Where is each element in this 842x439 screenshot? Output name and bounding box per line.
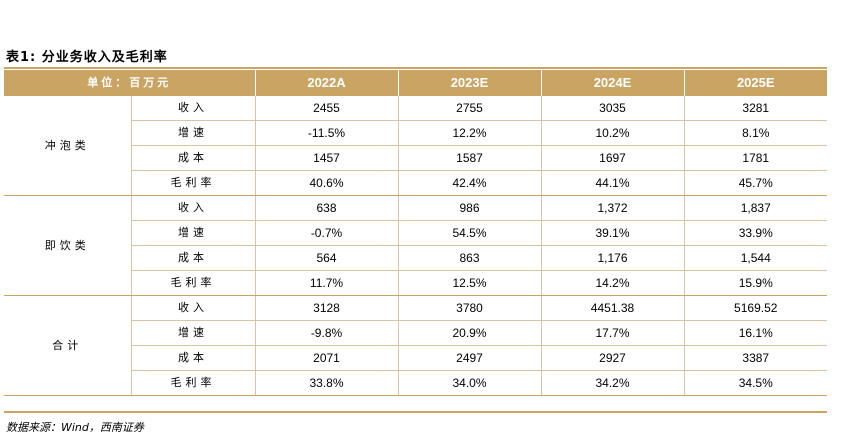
metric-cell: 毛利率 [131, 370, 256, 396]
metric-cell: 增速 [131, 320, 256, 346]
value-cell: 3387 [684, 345, 827, 371]
value-cell: 20.9% [398, 320, 542, 346]
table-title: 表1: 分业务收入及毛利率 [6, 50, 168, 65]
value-cell: 34.2% [541, 370, 685, 396]
value-cell: 1697 [541, 145, 685, 171]
table-row: 成本 564 863 1,176 1,544 [4, 245, 827, 271]
value-cell: 863 [398, 245, 542, 271]
table-row: 成本 2071 2497 2927 3387 [4, 345, 827, 371]
year-header: 2023E [398, 70, 542, 96]
value-cell: 564 [255, 245, 399, 271]
value-cell: 33.9% [684, 220, 827, 246]
table-row: 冲泡类 收入 2455 2755 3035 3281 [4, 96, 827, 196]
value-cell: 1781 [684, 145, 827, 171]
metric-cell: 增速 [131, 220, 256, 246]
value-cell: 4451.38 [541, 295, 685, 321]
table-header-row: 单位：百万元 2022A 2023E 2024E 2025E [4, 70, 827, 96]
value-cell: 638 [255, 195, 399, 221]
value-cell: 34.0% [398, 370, 542, 396]
value-cell: 1457 [255, 145, 399, 171]
value-cell: 3035 [541, 96, 685, 121]
metric-cell: 毛利率 [131, 270, 256, 296]
value-cell: 40.6% [255, 170, 399, 196]
value-cell: 1,176 [541, 245, 685, 271]
value-cell: 10.2% [541, 120, 685, 146]
bottom-divider [4, 411, 827, 413]
value-cell: 12.5% [398, 270, 542, 296]
value-cell: 2497 [398, 345, 542, 371]
value-cell: 39.1% [541, 220, 685, 246]
value-cell: 8.1% [684, 120, 827, 146]
metric-cell: 收入 [131, 195, 256, 221]
value-cell: 12.2% [398, 120, 542, 146]
value-cell: 1587 [398, 145, 542, 171]
value-cell: -9.8% [255, 320, 399, 346]
title-divider [4, 67, 827, 69]
metric-cell: 成本 [131, 345, 256, 371]
table-row: 成本 1457 1587 1697 1781 [4, 145, 827, 171]
value-cell: 2755 [398, 96, 542, 121]
metric-cell: 增速 [131, 120, 256, 146]
value-cell: 45.7% [684, 170, 827, 196]
value-cell: 42.4% [398, 170, 542, 196]
metric-cell: 成本 [131, 145, 256, 171]
source-note: 数据来源：Wind，西南证券 [6, 421, 144, 434]
value-cell: 1,837 [684, 195, 827, 221]
value-cell: 3780 [398, 295, 542, 321]
value-cell: 5169.52 [684, 295, 827, 321]
value-cell: 1,372 [541, 195, 685, 221]
value-cell: 2071 [255, 345, 399, 371]
value-cell: 986 [398, 195, 542, 221]
metric-cell: 收入 [131, 96, 256, 121]
year-header: 2022A [255, 70, 399, 96]
table-row: 毛利率 40.6% 42.4% 44.1% 45.7% [4, 170, 827, 196]
value-cell: 15.9% [684, 270, 827, 296]
value-cell: 16.1% [684, 320, 827, 346]
value-cell: 3281 [684, 96, 827, 121]
category-cell: 即饮类 [4, 195, 132, 296]
value-cell: 17.7% [541, 320, 685, 346]
metric-cell: 成本 [131, 245, 256, 271]
metric-cell: 收入 [131, 295, 256, 321]
value-cell: 14.2% [541, 270, 685, 296]
table-row: 增速 -0.7% 54.5% 39.1% 33.9% [4, 220, 827, 246]
table-row: 增速 -9.8% 20.9% 17.7% 16.1% [4, 320, 827, 346]
year-header: 2025E [684, 70, 827, 96]
category-cell: 合计 [4, 295, 132, 396]
table-row: 即饮类 收入 638 986 1,372 1,837 [4, 195, 827, 296]
value-cell: -0.7% [255, 220, 399, 246]
table-body: 冲泡类 收入 2455 2755 3035 3281 增速 -11.5% 12.2% 10.2% 8… [4, 96, 827, 396]
table-row: 毛利率 33.8% 34.0% 34.2% 34.5% [4, 370, 827, 396]
financial-table: 单位：百万元 2022A 2023E 2024E 2025E 冲泡类 收入 2455… [4, 70, 827, 396]
unit-header: 单位：百万元 [4, 70, 256, 96]
table-row: 合计 收入 3128 3780 4451.38 5169.52 [4, 295, 827, 396]
value-cell: 34.5% [684, 370, 827, 396]
value-cell: 54.5% [398, 220, 542, 246]
value-cell: 44.1% [541, 170, 685, 196]
value-cell: 2455 [255, 96, 399, 121]
category-cell: 冲泡类 [4, 96, 132, 196]
value-cell: 3128 [255, 295, 399, 321]
value-cell: 33.8% [255, 370, 399, 396]
year-header: 2024E [541, 70, 685, 96]
table-row: 增速 -11.5% 12.2% 10.2% 8.1% [4, 120, 827, 146]
value-cell: 2927 [541, 345, 685, 371]
value-cell: -11.5% [255, 120, 399, 146]
value-cell: 1,544 [684, 245, 827, 271]
metric-cell: 毛利率 [131, 170, 256, 196]
value-cell: 11.7% [255, 270, 399, 296]
table-row: 毛利率 11.7% 12.5% 14.2% 15.9% [4, 270, 827, 296]
